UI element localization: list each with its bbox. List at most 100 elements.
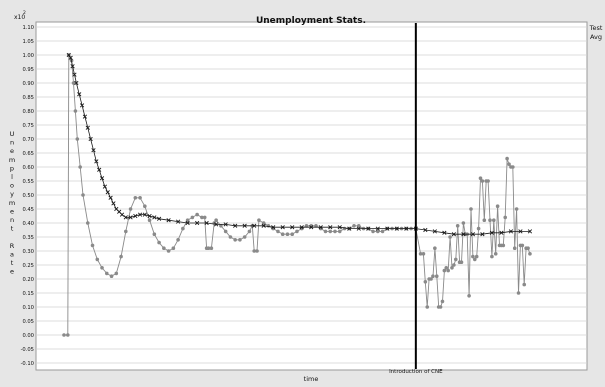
data-point-avg (499, 230, 504, 235)
data-point-test (255, 249, 259, 253)
data-point-avg (147, 213, 152, 219)
y-tick-label: 1.10 (22, 25, 34, 31)
y-tick-label: 0.10 (22, 305, 34, 311)
data-point-test (492, 218, 496, 222)
data-point-test (453, 257, 458, 262)
series-layer (62, 52, 533, 337)
data-point-avg (404, 226, 409, 231)
data-point-test (247, 229, 252, 234)
data-point-test (431, 274, 435, 279)
y-tick-label: 0.75 (22, 123, 34, 129)
data-point-avg (337, 225, 342, 230)
data-point-test (507, 162, 511, 166)
data-point-test (471, 254, 475, 259)
data-point-test (66, 333, 70, 337)
data-point-avg (470, 232, 476, 237)
data-point-avg (94, 159, 99, 164)
data-point-test (290, 232, 295, 236)
y-tick-label: 0.70 (22, 137, 34, 143)
data-point-test (444, 266, 449, 270)
data-point-test (195, 212, 199, 217)
data-point-test (78, 165, 82, 169)
data-point-test (171, 246, 176, 250)
data-point-test (162, 246, 166, 250)
data-point-test (138, 196, 142, 200)
data-point-test (104, 271, 109, 276)
y-multiplier-label: x10 (14, 14, 25, 21)
data-point-test (501, 243, 506, 248)
data-point-avg (356, 226, 361, 231)
data-point-test (356, 224, 361, 228)
data-point-test (433, 246, 437, 250)
y-tick-label: 0.50 (22, 193, 34, 199)
plot-area (35, 21, 588, 371)
data-point-avg (119, 212, 125, 217)
data-point-test (446, 268, 450, 273)
data-point-test (425, 305, 430, 309)
data-point-avg (123, 215, 128, 220)
data-point-test (455, 224, 460, 228)
data-point-test (469, 207, 473, 211)
data-point-test (418, 252, 423, 256)
data-point-avg (137, 212, 143, 217)
data-point-avg (385, 226, 390, 231)
y-tick-label: -0.05 (21, 347, 34, 353)
data-point-test (200, 215, 204, 220)
data-point-test (206, 246, 211, 250)
data-point-test (503, 215, 508, 220)
y-tick-label: 0.25 (22, 263, 34, 269)
y-tick-label: 0.60 (22, 165, 34, 171)
data-point-test (228, 235, 233, 239)
data-point-test (476, 226, 481, 231)
data-point-test (81, 193, 85, 197)
data-point-avg (271, 225, 276, 230)
data-point-avg (111, 201, 116, 206)
y-tick-labels: -0.10 -0.05 0.00 0.05 0.10 0.15 0.20 0.25 0.30 0.… (21, 25, 34, 367)
data-point-test (493, 252, 498, 256)
data-point-test (276, 229, 280, 234)
data-point-test (166, 249, 171, 253)
data-point-test (295, 229, 299, 234)
data-point-test (257, 218, 261, 222)
data-point-test (516, 291, 521, 295)
data-point-avg (108, 195, 113, 200)
data-point-avg (328, 225, 333, 230)
data-point-test (442, 268, 447, 273)
annotation-label-cne: Introduction of CNE (389, 369, 443, 375)
data-point-avg (261, 223, 266, 228)
data-point-test (133, 196, 138, 200)
y-tick-label: 0.55 (22, 179, 34, 185)
data-point-test (337, 229, 342, 234)
data-point-avg (508, 229, 514, 234)
data-point-test (152, 232, 157, 236)
data-point-avg (242, 223, 247, 228)
data-point-test (190, 215, 195, 220)
data-point-avg (91, 148, 96, 153)
data-point-avg (480, 232, 485, 237)
data-point-avg (527, 229, 533, 234)
data-point-test (214, 218, 218, 222)
data-point-avg (70, 64, 75, 69)
data-point-avg (85, 125, 90, 130)
data-point-test (328, 229, 333, 234)
data-point-test (62, 333, 66, 337)
data-point-avg (280, 225, 285, 230)
data-point-avg (299, 225, 304, 230)
data-point-test (128, 207, 133, 211)
data-point-test (314, 224, 318, 228)
data-point-avg (347, 226, 352, 231)
y-tick-label: -0.10 (21, 361, 34, 367)
data-point-test (124, 229, 128, 234)
data-point-avg (214, 222, 219, 227)
y-multiplier-exponent: 2 (23, 10, 26, 16)
data-point-avg (309, 225, 314, 230)
data-point-avg (185, 220, 190, 226)
data-point-test (114, 271, 119, 276)
data-point-avg (88, 136, 93, 142)
data-point-test (71, 81, 76, 85)
data-point-test (280, 232, 285, 236)
y-tick-label: 0.05 (22, 319, 34, 325)
data-point-avg (152, 215, 157, 220)
